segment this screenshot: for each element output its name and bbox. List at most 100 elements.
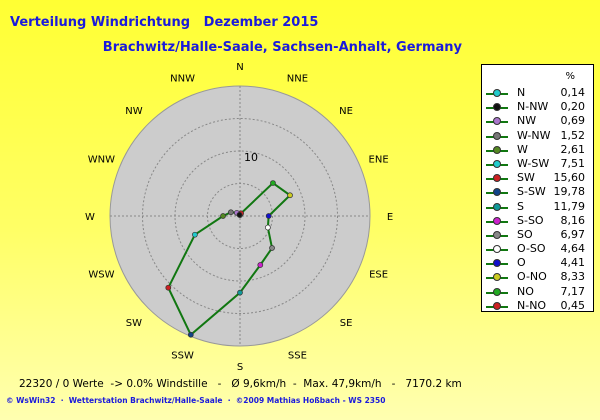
legend-label: S — [517, 199, 524, 213]
legend-label: W-NW — [517, 128, 551, 142]
legend-item: N-NO 0,45 — [482, 299, 593, 313]
legend-value: 4,64 — [560, 242, 586, 256]
direction-label-ese: ESE — [369, 269, 388, 280]
data-point-wsw — [192, 231, 198, 238]
legend-value: 7,17 — [560, 284, 586, 298]
data-point-s — [237, 289, 243, 296]
chart-subtitle: Brachwitz/Halle-Saale, Sachsen-Anhalt, G… — [102, 40, 462, 55]
data-point-ssw — [187, 331, 194, 338]
legend-value: 0,14 — [560, 86, 586, 99]
direction-label-sse: SSE — [288, 351, 307, 362]
legend-item: SW 15,60 — [482, 171, 593, 185]
legend-value: 0,20 — [560, 100, 586, 114]
legend-item: S-SO 8,16 — [482, 214, 593, 228]
direction-label-ssw: SSW — [171, 351, 194, 362]
legend-label: W — [517, 142, 528, 156]
legend-item: W 2,61 — [482, 143, 593, 157]
legend-label: S-SO — [517, 213, 544, 227]
data-point-ene — [287, 192, 293, 199]
legend-marker — [493, 174, 501, 183]
legend-label: SW — [517, 171, 535, 185]
legend-item: W-NW 1,52 — [482, 129, 593, 143]
legend-value: 6,97 — [560, 227, 586, 241]
legend-marker — [493, 245, 501, 254]
direction-label-wnw: WNW — [88, 155, 115, 166]
legend: % N 0,14 N-NW 0,20 NW 0,69 W-NW 1,52 W 2,61 W-SW 7,… — [481, 64, 594, 312]
direction-label-w: W — [85, 212, 95, 223]
legend-label: NW — [517, 114, 537, 128]
legend-label: O-NO — [517, 270, 547, 284]
legend-label: W-SW — [517, 156, 550, 170]
legend-marker — [493, 287, 501, 296]
legend-value: 1,52 — [560, 128, 586, 142]
legend-item: O-SO 4,64 — [482, 242, 593, 256]
legend-marker — [493, 216, 501, 225]
legend-marker — [493, 89, 501, 97]
legend-value: 19,78 — [553, 185, 586, 199]
legend-value: 8,16 — [560, 213, 586, 227]
legend-marker — [493, 131, 501, 140]
legend-label: S-SW — [517, 185, 546, 199]
legend-label: N-NW — [517, 100, 549, 114]
legend-item: O 4,41 — [482, 256, 593, 270]
legend-item: SO 6,97 — [482, 228, 593, 242]
data-point-se — [269, 245, 275, 251]
data-point-nnw — [236, 211, 243, 218]
chart-title: Verteilung Windrichtung Dezember 2015 — [10, 15, 319, 30]
legend-percent-header: % — [565, 71, 575, 82]
direction-label-s: S — [237, 362, 243, 373]
legend-label: O-SO — [517, 242, 546, 256]
direction-label-nw: NW — [125, 106, 142, 117]
legend-value: 8,33 — [560, 270, 586, 284]
legend-marker — [493, 145, 501, 154]
legend-marker — [493, 159, 501, 168]
legend-item: O-NO 8,33 — [482, 270, 593, 284]
legend-item: S 11,79 — [482, 200, 593, 214]
legend-value: 7,51 — [560, 156, 586, 170]
footer-credits: © WsWin32 · Wetterstation Brachwitz/Hall… — [6, 396, 386, 405]
legend-label: O — [517, 256, 526, 270]
legend-marker — [493, 103, 501, 112]
legend-item: N 0,14 — [482, 86, 593, 100]
legend-value: 4,41 — [560, 256, 586, 270]
legend-label: NO — [517, 284, 534, 298]
legend-label: N-NO — [517, 298, 547, 312]
legend-item: S-SW 19,78 — [482, 185, 593, 199]
direction-label-ene: ENE — [369, 155, 389, 166]
legend-list: N 0,14 N-NW 0,20 NW 0,69 W-NW 1,52 W 2,61 W-SW 7,51… — [482, 86, 593, 313]
legend-marker — [493, 273, 501, 282]
legend-item: NO 7,17 — [482, 285, 593, 299]
data-point-e — [265, 213, 272, 219]
data-point-ne — [270, 180, 276, 186]
direction-label-sw: SW — [126, 318, 142, 329]
legend-marker — [493, 301, 501, 310]
legend-marker — [493, 188, 501, 197]
data-point-sse — [257, 262, 264, 268]
stats-line: 22320 / 0 Werte -> 0.0% Windstille - Ø 9… — [19, 378, 462, 390]
direction-label-e: E — [387, 212, 393, 223]
data-point-ese — [265, 224, 271, 231]
ring-label: 10 — [244, 151, 258, 164]
legend-value: 0,69 — [560, 114, 586, 128]
data-point-w — [220, 213, 226, 219]
direction-label-wsw: WSW — [88, 269, 114, 280]
legend-marker — [493, 230, 501, 239]
legend-item: N-NW 0,20 — [482, 100, 593, 114]
legend-value: 11,79 — [553, 199, 586, 213]
legend-value: 15,60 — [553, 171, 586, 185]
direction-label-se: SE — [340, 318, 353, 329]
data-point-sw — [165, 284, 172, 291]
direction-label-n: N — [236, 62, 243, 73]
legend-item: NW 0,69 — [482, 114, 593, 128]
legend-item: W-SW 7,51 — [482, 157, 593, 171]
direction-label-nnw: NNW — [170, 73, 195, 84]
legend-label: N — [517, 86, 526, 99]
data-point-wnw — [228, 209, 234, 216]
legend-marker — [493, 117, 501, 126]
direction-label-nne: NNE — [287, 73, 308, 84]
legend-marker — [493, 259, 501, 268]
legend-label: SO — [517, 227, 533, 241]
legend-value: 0,45 — [560, 298, 586, 312]
legend-marker — [493, 202, 501, 211]
